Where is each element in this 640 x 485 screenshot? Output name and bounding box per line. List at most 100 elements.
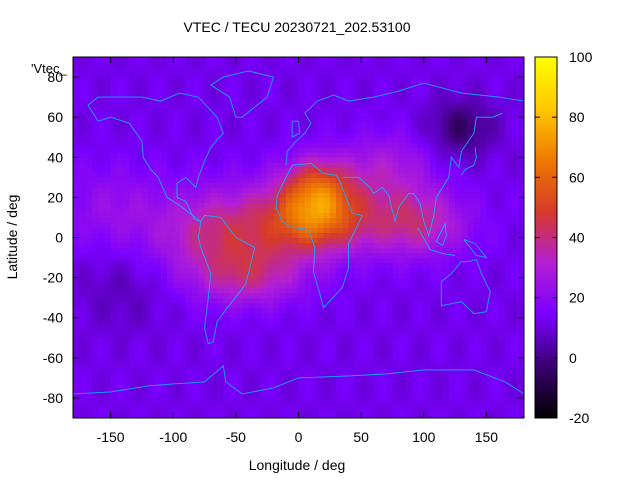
heat-cell [417,187,425,193]
heat-cell [461,357,469,364]
heat-cell [348,62,356,68]
heat-cell [79,112,87,118]
heat-cell [480,142,488,148]
heat-cell [248,157,256,163]
heat-cell [192,267,199,274]
heat-cell [461,362,469,369]
heat-cell [323,242,331,249]
heat-cell [223,67,231,73]
heat-cell [279,182,287,188]
heat-cell [110,167,118,173]
heat-cell [342,212,350,219]
heat-cell [404,92,412,98]
heat-cell [336,392,343,399]
heat-cell [442,242,450,249]
heat-cell [135,172,143,178]
heat-cell [336,342,343,349]
heat-cell [292,287,300,294]
heat-cell [248,242,256,249]
heat-cell [192,112,199,118]
heat-cell [235,307,243,314]
heat-cell [179,412,187,418]
heat-cell [192,127,199,133]
heat-cell [386,157,394,163]
heat-cell [311,222,318,229]
heat-cell [91,67,99,73]
heat-cell [423,122,431,128]
heat-cell [398,92,406,98]
heat-cell [229,177,237,183]
heat-cell [436,157,444,163]
heat-cell [317,187,325,193]
heat-cell [160,397,168,404]
heat-cell [404,142,412,148]
heat-cell [204,217,212,224]
heat-cell [361,357,368,364]
heat-cell [185,307,193,314]
heat-cell [273,347,281,354]
heat-cell [116,97,124,103]
heat-cell [417,212,425,219]
heat-cell [235,92,243,98]
heat-cell [348,302,356,309]
heat-cell [486,142,494,148]
heat-cell [148,317,156,324]
heat-cell [442,87,450,93]
heat-cell [104,212,112,219]
heat-cell [254,72,262,78]
heat-cell [85,367,93,374]
heat-cell [417,352,425,359]
heat-cell [348,392,356,399]
heat-cell [166,377,174,384]
heat-cell [367,412,375,418]
heat-cell [411,322,419,329]
heat-cell [204,362,212,369]
heat-cell [292,157,300,163]
heat-cell [85,77,93,83]
heat-cell [79,97,87,103]
heat-cell [354,387,362,394]
heat-cell [398,397,406,404]
heat-cell [342,222,350,229]
heat-cell [442,312,450,319]
heat-cell [342,277,350,284]
heat-cell [311,182,318,188]
heat-cell [361,287,368,294]
heat-cell [480,312,488,319]
heat-cell [116,232,124,239]
heat-cell [160,217,168,224]
heat-cell [455,282,462,289]
heat-cell [367,352,375,359]
heat-cell [392,92,400,98]
heat-cell [298,337,306,344]
heat-cell [116,377,124,384]
heat-cell [79,272,87,279]
heat-cell [285,97,293,103]
heat-cell [455,257,462,264]
heat-cell [141,317,149,324]
heat-cell [154,67,162,73]
heat-cell [135,217,143,224]
heat-cell [204,377,212,384]
heat-cell [229,162,237,168]
heat-cell [154,257,162,264]
heat-cell [267,377,275,384]
heat-cell [367,232,375,239]
heat-cell [85,247,93,254]
heat-cell [104,112,112,118]
heat-cell [179,352,187,359]
heat-cell [235,177,243,183]
heat-cell [336,67,343,73]
heat-cell [398,332,406,339]
heat-cell [417,372,425,379]
heat-cell [123,212,130,219]
heat-cell [336,282,343,289]
heat-cell [242,387,249,394]
heat-cell [185,287,193,294]
heat-cell [498,212,506,219]
heat-cell [492,207,500,214]
heat-cell [91,187,99,193]
heat-cell [379,202,387,209]
heat-cell [123,112,130,118]
heat-cell [505,367,513,374]
